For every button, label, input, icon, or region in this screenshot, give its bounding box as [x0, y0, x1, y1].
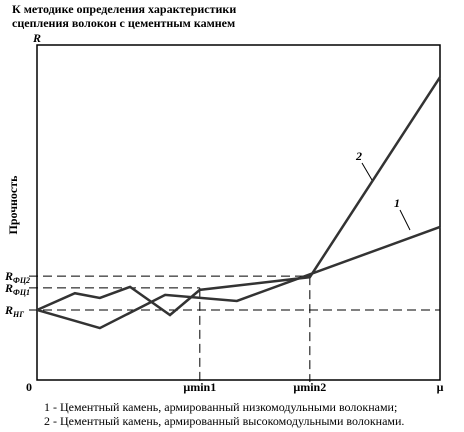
x-tick-label: μmin1: [183, 380, 216, 394]
y-tick-label-sub: ФЦ1: [13, 288, 30, 297]
y-axis-name: R: [32, 31, 41, 45]
y-axis-label: Прочность: [6, 175, 20, 235]
chart-title-line: сцепления волокон с цементным камнем: [12, 16, 235, 30]
series-label: 2: [355, 149, 362, 163]
y-tick-label: RНГ: [4, 303, 24, 319]
x-tick-label: μ: [437, 380, 444, 394]
y-tick-label-sub: ФЦ2: [13, 276, 30, 285]
series-line: [36, 76, 442, 317]
y-tick-label: RФЦ2: [4, 269, 30, 285]
y-tick-label-main: R: [4, 303, 13, 317]
x-tick-label: μmin2: [293, 380, 326, 394]
chart-title-line: К методике определения характеристики: [12, 2, 236, 16]
x-tick-label: 0: [26, 380, 32, 394]
series-label: 1: [394, 196, 400, 210]
legend-note: 2 - Цементный камень, армированный высок…: [44, 414, 404, 428]
y-tick-label-main: R: [4, 281, 13, 295]
leader-line: [399, 209, 411, 231]
y-tick-label-sub: НГ: [12, 310, 24, 319]
series-line: [36, 225, 441, 330]
y-tick-label-main: R: [4, 269, 13, 283]
plot-frame: [36, 44, 441, 381]
y-tick-label: RФЦ1: [4, 281, 30, 297]
leader-line: [361, 162, 373, 181]
legend-note: 1 - Цементный камень, армированный низко…: [44, 400, 397, 414]
